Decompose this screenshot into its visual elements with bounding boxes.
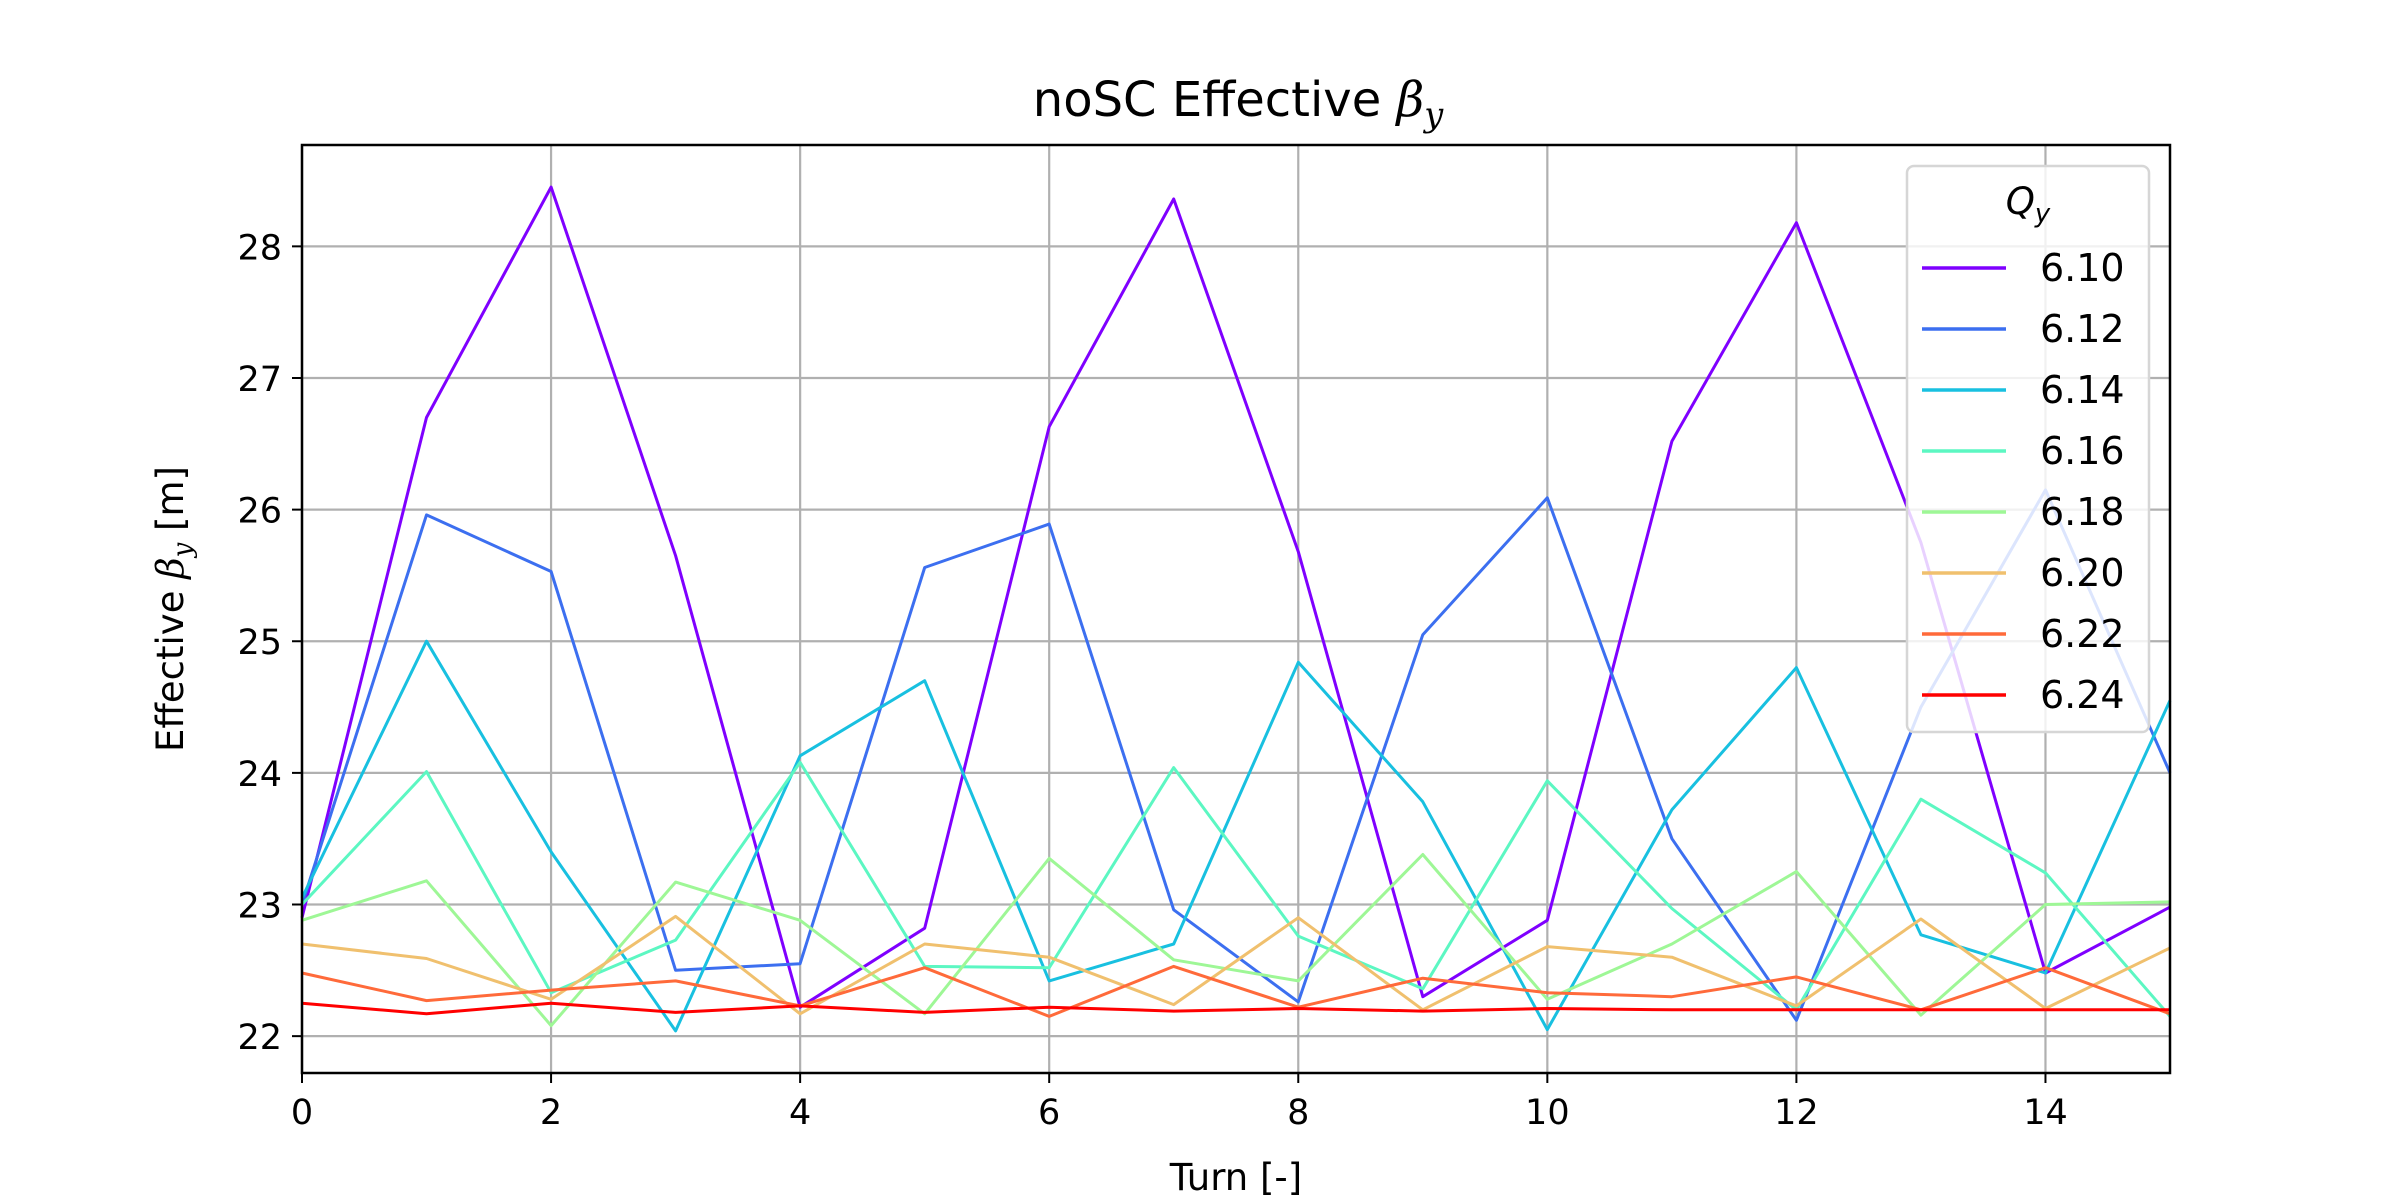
- series-line-6.14: [300, 639, 2172, 1033]
- series-line-6.20: [301, 914, 2171, 1016]
- plot-frame: [300, 143, 2172, 1075]
- legend-label-6.18: 6.18: [2040, 490, 2125, 534]
- x-tick-label: 4: [789, 1093, 811, 1133]
- series-line-6.22: [301, 964, 2171, 1018]
- y-tick-label: 27: [237, 360, 282, 400]
- y-tick-label: 28: [237, 228, 282, 268]
- legend-label-6.12: 6.12: [2040, 307, 2125, 351]
- y-axis-label: Effective βy [m]: [149, 466, 198, 752]
- legend: Qy 6.10 6.12 6.14 6.16 6.18 6.20 6.22 6.24: [1905, 164, 2151, 734]
- y-tick-label: 25: [237, 623, 282, 663]
- series-line-6.10: [300, 185, 2171, 1009]
- x-tick-label: 6: [1038, 1093, 1060, 1133]
- x-tick-label: 8: [1287, 1093, 1309, 1133]
- x-tick-label: 14: [2023, 1093, 2068, 1133]
- legend-label-6.22: 6.22: [2040, 612, 2125, 656]
- y-tick-label: 22: [237, 1018, 282, 1058]
- series-lines: [300, 185, 2172, 1033]
- series-line-6.16: [300, 760, 2172, 1018]
- y-tick-label: 26: [237, 492, 282, 532]
- series-line-6.24: [301, 1001, 2170, 1016]
- x-axis-label: Turn [-]: [1169, 1156, 1302, 1199]
- y-tick-label: 23: [237, 887, 282, 927]
- chart-title: noSC Effective βy: [1033, 72, 1444, 134]
- x-tick-label: 12: [1774, 1093, 1819, 1133]
- y-tick-label: 24: [237, 755, 282, 795]
- legend-items: 6.10 6.12 6.14 6.16 6.18 6.20 6.22 6.24: [1922, 246, 2125, 717]
- x-tick-label: 0: [291, 1093, 313, 1133]
- legend-label-6.14: 6.14: [2040, 368, 2125, 412]
- legend-label-6.24: 6.24: [2040, 673, 2125, 717]
- legend-label-6.16: 6.16: [2040, 429, 2125, 473]
- legend-label-6.20: 6.20: [2040, 551, 2125, 595]
- x-tick-label: 2: [540, 1093, 562, 1133]
- series-line-6.18: [301, 853, 2171, 1028]
- legend-label-6.10: 6.10: [2040, 246, 2125, 290]
- legend-title: Qy: [2006, 180, 2051, 229]
- legend-box: [1905, 164, 2151, 734]
- series-line-6.12: [300, 488, 2172, 1022]
- x-tick-label: 10: [1525, 1093, 1570, 1133]
